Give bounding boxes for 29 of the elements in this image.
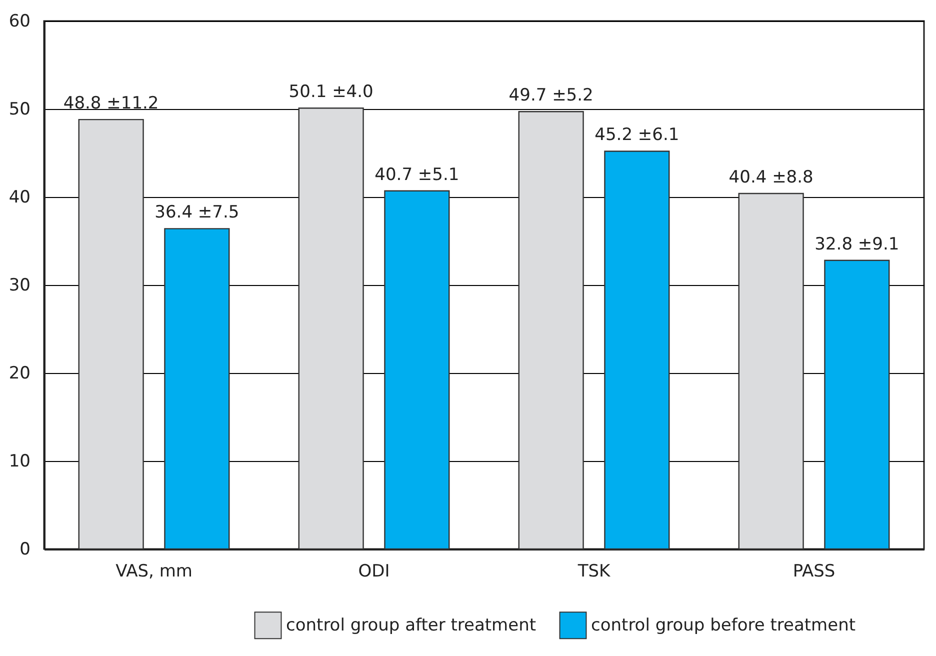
data-label: 45.2 ±6.1 [594,125,680,146]
legend-label: control group after treatment [286,615,536,636]
bar [298,108,364,550]
bar [78,118,144,550]
data-label: 40.4 ±8.8 [728,167,814,188]
x-tick-label: TSK [576,562,612,582]
bar [824,260,890,550]
data-label: 40.7 ±5.1 [374,164,460,185]
bar [384,190,450,550]
bar [738,192,804,550]
y-tick-label: 0 [20,540,30,560]
bar [604,150,670,550]
legend-label: control group before treatment [591,615,856,636]
data-label: 50.1 ±4.0 [288,82,374,102]
bar [164,228,230,550]
y-tick-label: 10 [8,452,30,472]
data-label: 36.4 ±7.5 [154,202,240,223]
data-label: 49.7 ±5.2 [508,86,594,106]
y-tick-label: 20 [8,364,30,384]
x-tick-label: PASS [792,562,836,582]
data-label: 48.8 ±11.2 [63,94,159,114]
y-tick-label: 60 [8,12,30,32]
y-tick-label: 40 [8,188,30,208]
x-tick-label: VAS, mm [116,562,192,582]
data-label: 32.8 ±9.1 [814,234,900,254]
x-tick-label: ODI [358,562,390,582]
y-tick-label: 30 [8,276,30,296]
y-tick-label: 50 [8,100,30,120]
bar [518,111,584,550]
